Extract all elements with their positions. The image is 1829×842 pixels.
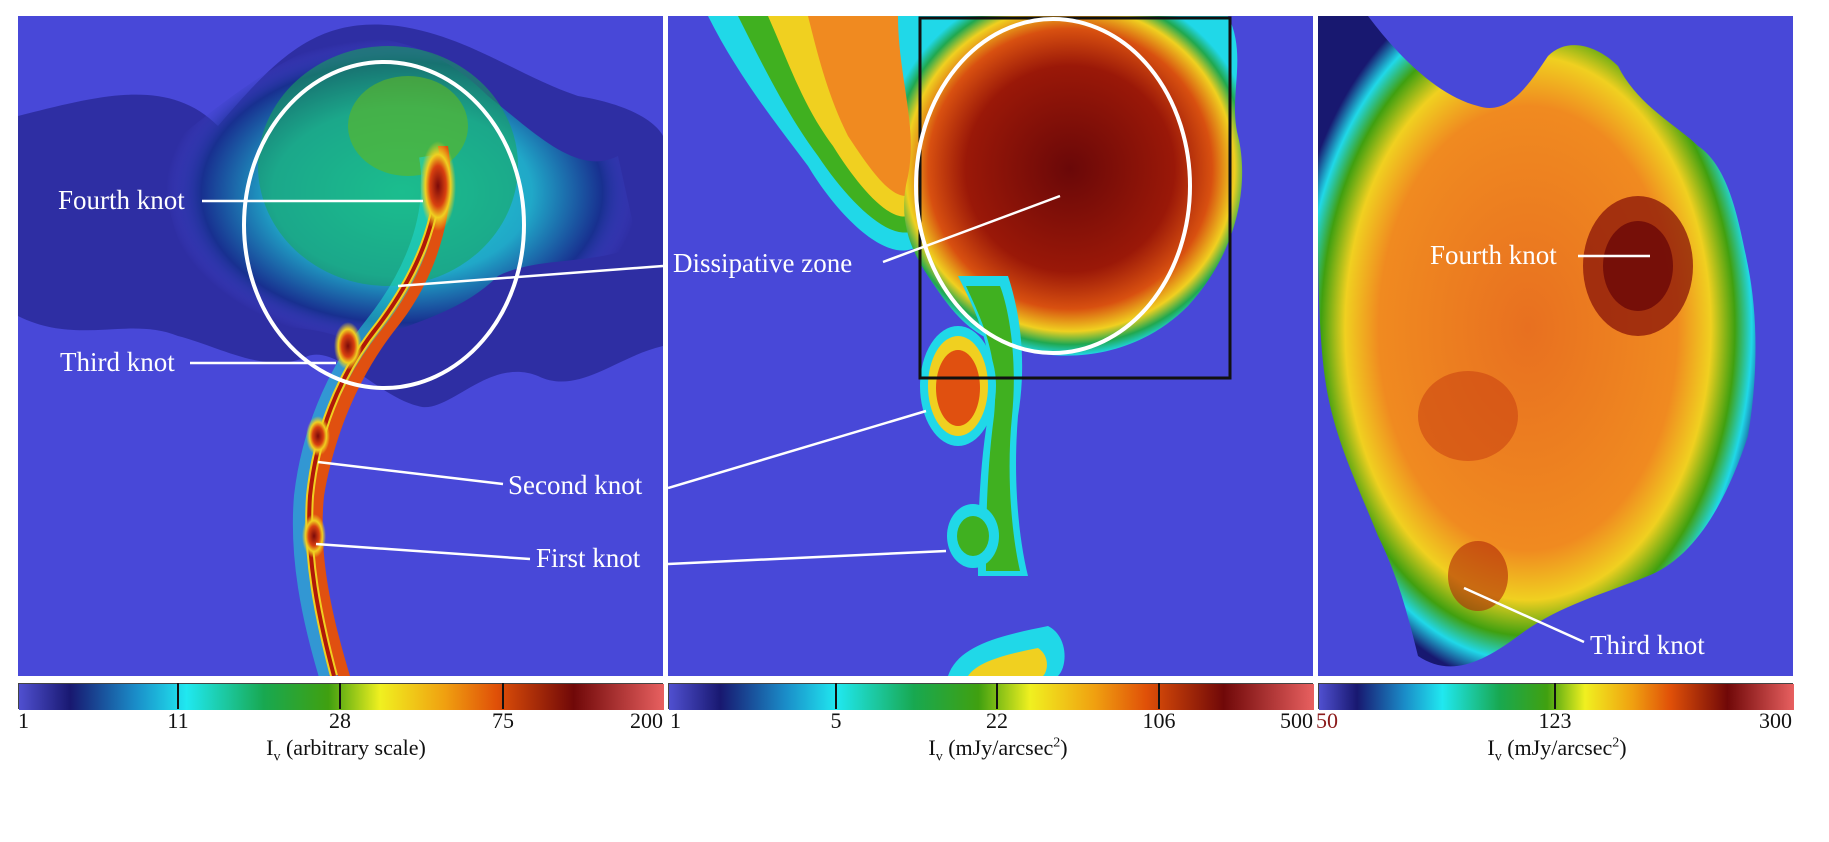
region-ellipse: [914, 17, 1192, 355]
label-third-knot: Third knot: [60, 347, 336, 377]
simulation-image: Fourth knot Third knot Second knot First…: [18, 16, 663, 676]
colorbar-1-tick: [177, 683, 179, 709]
svg-text:Third knot: Third knot: [60, 347, 175, 377]
svg-text:Fourth knot: Fourth knot: [58, 185, 185, 215]
colorbar-1-tick-label: 11: [167, 708, 189, 733]
zoom-image: Fourth knot Third knot: [1318, 16, 1793, 676]
observation-image: Dissipative zone: [668, 16, 1313, 676]
colorbar-1-tick-label: 200: [630, 708, 663, 733]
colorbar-2: [668, 683, 1314, 710]
dissipative-pointer-1: [397, 264, 663, 288]
colorbar-2-tick-label: 500: [1280, 708, 1313, 733]
colorbar-2-tick: [835, 683, 837, 709]
colorbar-2-tick-label: 22: [986, 708, 1008, 733]
colorbar-3-tick-label: 123: [1538, 708, 1572, 733]
colorbar-2-tick-label: 5: [830, 708, 842, 733]
colorbar-3-tick-label: 300: [1759, 708, 1792, 733]
colorbar-2-tick: [996, 683, 998, 709]
colorbar-2-tick-label: 106: [1142, 708, 1176, 733]
colorbar-1-tick: [339, 683, 341, 709]
label-first-knot: First knot: [315, 542, 641, 573]
colorbar-1-label: Iv (arbitrary scale): [266, 735, 426, 765]
label-third-knot-zoom: Third knot: [1463, 586, 1705, 660]
svg-text:Fourth knot: Fourth knot: [1430, 240, 1557, 270]
svg-text:Dissipative zone: Dissipative zone: [673, 248, 852, 278]
label-second-knot: Second knot: [317, 460, 643, 500]
colorbar-1-tick-label: 75: [492, 708, 514, 733]
svg-text:Second knot: Second knot: [508, 470, 643, 500]
panel-simulation: Fourth knot Third knot Second knot First…: [18, 16, 663, 676]
zoom-box: [918, 16, 1232, 380]
svg-text:Third knot: Third knot: [1590, 630, 1705, 660]
colorbar-2-tick-label: 1: [670, 708, 681, 733]
colorbar-2-tick: [1158, 683, 1160, 709]
colorbar-3-tick-label: 50: [1316, 708, 1338, 733]
label-fourth-knot-zoom: Fourth knot: [1430, 240, 1650, 270]
colorbar-1-tick-label: 1: [18, 708, 29, 733]
first-knot-pointer: [668, 549, 947, 566]
panel-zoom: Fourth knot Third knot: [1318, 16, 1793, 676]
second-knot-pointer: [668, 409, 927, 490]
colorbar-1-tick-label: 28: [329, 708, 351, 733]
label-fourth-knot: Fourth knot: [58, 185, 423, 215]
colorbar-2-label: Iv (mJy/arcsec2): [928, 735, 1068, 765]
colorbar-3-tick: [1554, 683, 1556, 709]
colorbar-3-label: Iv (mJy/arcsec2): [1487, 735, 1627, 765]
svg-text:First knot: First knot: [536, 543, 641, 573]
panel-observation: Dissipative zone: [668, 16, 1313, 676]
label-dissipative-zone: Dissipative zone: [673, 194, 1061, 278]
region-ellipse: [242, 60, 526, 390]
colorbar-1-tick: [502, 683, 504, 709]
